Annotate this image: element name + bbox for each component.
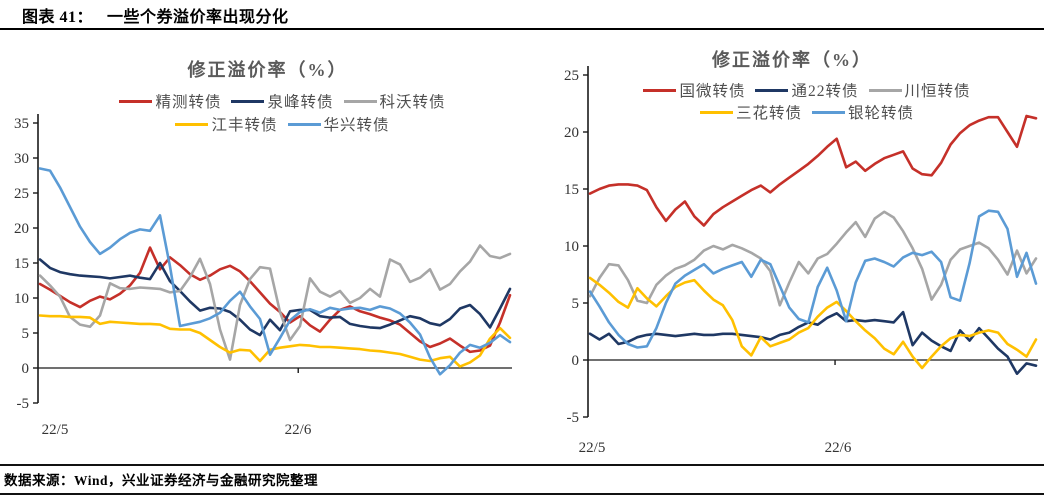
x-tick-label: 22/5 — [42, 422, 69, 438]
plot-area: 35 30 25 20 15 10 5 0 -5 22/5 22/6 — [14, 114, 512, 438]
legend-item: 科沃转债 — [343, 90, 446, 112]
chart-title: 修正溢价率（%） — [187, 60, 348, 80]
y-tick-label: 10 — [564, 239, 579, 255]
page-title-prefix: 图表 41： — [22, 9, 94, 26]
legend-line-swatch — [699, 110, 733, 114]
legend-line-swatch — [868, 88, 902, 92]
x-tick-label: 22/6 — [825, 440, 852, 456]
y-tick-label: 0 — [22, 361, 30, 377]
legend-line-swatch — [812, 110, 845, 114]
chart-title: 修正溢价率（%） — [712, 50, 872, 70]
legend-line-swatch — [231, 99, 265, 103]
legend-item: 精测转债 — [119, 90, 221, 112]
series-line-3 — [588, 276, 1038, 370]
y-tick-label: 35 — [14, 116, 29, 132]
series-line-1 — [38, 258, 512, 337]
legend-row-2: 三花转债 银轮转债 — [570, 102, 1044, 122]
legend-label: 泉峰转债 — [267, 94, 334, 111]
legend-label: 银轮转债 — [848, 105, 915, 122]
legend-item: 银轮转债 — [812, 101, 914, 123]
series-line-4 — [588, 209, 1038, 349]
legend-item: 国微转债 — [643, 79, 745, 101]
x-tick-label: 22/6 — [285, 422, 312, 438]
legend-label: 科沃转债 — [379, 94, 446, 111]
chart-panel-right: 修正溢价率（%） 国微转债 通22转债 川恒转债 三花转债 银轮转债 25 20 15 10… — [540, 40, 1044, 470]
series-line-2 — [588, 210, 1038, 307]
y-tick-label: 15 — [564, 182, 579, 198]
legend-row-1: 精测转债 泉峰转债 科沃转债 — [30, 91, 535, 111]
legend-label: 三花转债 — [735, 105, 802, 122]
chart-panel-left: 修正溢价率（%） 精测转债 泉峰转债 科沃转债 江丰转债 华兴转债 35 30 25 20 1… — [0, 40, 535, 460]
y-tick-label: -5 — [17, 396, 30, 412]
legend-item: 川恒转债 — [868, 79, 971, 101]
legend-row-2: 江丰转债 华兴转债 — [30, 114, 535, 134]
y-tick-label: 25 — [564, 68, 579, 84]
y-tick-label: 25 — [14, 186, 29, 202]
y-tick-label: 5 — [22, 326, 30, 342]
y-tick-label: -5 — [567, 410, 580, 426]
legend-line-swatch — [755, 88, 789, 92]
legend-label: 华兴转债 — [323, 117, 390, 134]
y-tick-label: 20 — [14, 221, 29, 237]
y-tick-label: 20 — [564, 125, 579, 141]
plot-area: 25 20 15 10 5 0 -5 22/5 22/6 — [564, 66, 1038, 456]
legend-item: 泉峰转债 — [231, 90, 333, 112]
y-tick-label: 0 — [572, 353, 580, 369]
y-tick-label: 5 — [572, 296, 580, 312]
page-title-text: 一些个券溢价率出现分化 — [107, 9, 289, 26]
x-tick-label: 22/5 — [579, 440, 606, 456]
y-tick-label: 10 — [14, 291, 29, 307]
legend-row-1: 国微转债 通22转债 川恒转债 — [570, 80, 1044, 100]
legend-item: 华兴转债 — [287, 113, 390, 135]
legend-item: 江丰转债 — [175, 113, 277, 135]
legend-label: 通22转债 — [791, 83, 859, 100]
legend-label: 川恒转债 — [904, 83, 971, 100]
series-line-2 — [38, 244, 512, 361]
legend-line-swatch — [643, 88, 677, 92]
legend-label: 国微转债 — [679, 83, 746, 100]
legend-item: 通22转债 — [755, 79, 858, 101]
y-tick-label: 15 — [14, 256, 29, 272]
legend-line-swatch — [175, 122, 209, 126]
legend-label: 江丰转债 — [211, 117, 278, 134]
series-line-0 — [38, 246, 512, 354]
series-line-4 — [38, 167, 512, 376]
y-tick-label: 30 — [14, 151, 29, 167]
legend-line-swatch — [119, 99, 153, 103]
page-title: 图表 41： 一些个券溢价率出现分化 — [0, 3, 1044, 30]
legend-item: 三花转债 — [699, 101, 802, 123]
legend-line-swatch — [287, 122, 321, 126]
legend-label: 精测转债 — [155, 94, 222, 111]
data-source-note: 数据来源：Wind，兴业证券经济与金融研究院整理 — [0, 464, 1044, 495]
legend-line-swatch — [343, 99, 377, 103]
series-line-0 — [588, 114, 1038, 227]
